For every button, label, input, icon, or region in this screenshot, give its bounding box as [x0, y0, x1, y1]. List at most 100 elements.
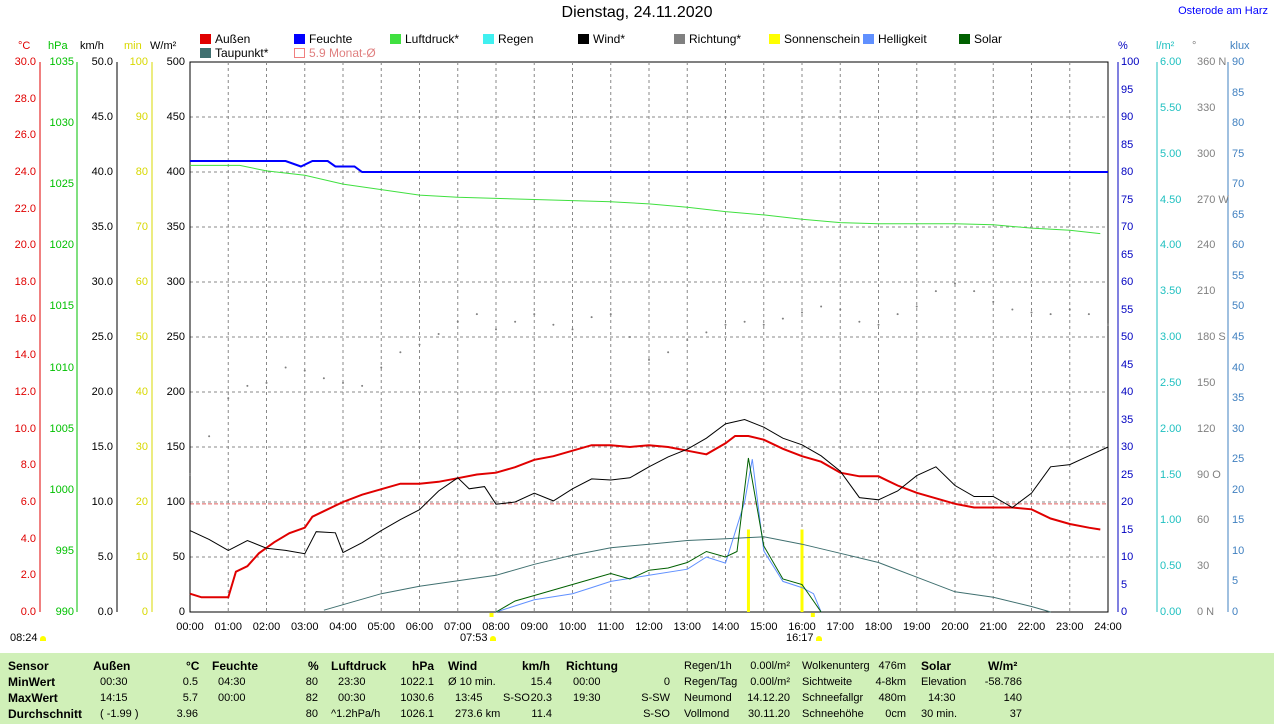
sun-tick: 80 — [135, 166, 148, 178]
stats-solar-30min: 37 — [1009, 708, 1022, 720]
stats-luftdruck-max: 1030.6 — [400, 692, 434, 704]
stats-luftdruck-head: Luftdruck — [331, 659, 387, 673]
rain-tick: 5.00 — [1160, 147, 1182, 160]
direction-point — [839, 308, 842, 311]
sun-tick: 60 — [135, 276, 148, 288]
sun-marker — [489, 613, 494, 617]
solar-tick: 350 — [166, 221, 185, 233]
series-taupunkt-line — [323, 536, 1051, 613]
x-tick: 24:00 — [1094, 621, 1122, 633]
stats-wind-max-dir: S-SO — [503, 692, 530, 704]
rain-tick: 0.00 — [1160, 606, 1182, 618]
direction-point — [1068, 308, 1071, 311]
direction-point — [399, 351, 402, 354]
solar-tick: 50 — [172, 551, 185, 563]
humidity-tick: 5 — [1121, 578, 1128, 591]
stats-richtung-head: Richtung — [566, 659, 618, 673]
pressure-tick: 990 — [55, 606, 74, 618]
sunset-label: 16:17 — [786, 632, 822, 644]
direction-point — [781, 317, 784, 320]
temp-tick: 6.0 — [20, 496, 36, 508]
humidity-tick: 20 — [1121, 496, 1134, 508]
humidity-tick: 35 — [1121, 413, 1134, 426]
direction-point — [227, 397, 230, 400]
station-link[interactable]: Osterode am Harz — [1178, 5, 1268, 17]
direction-point — [705, 331, 708, 334]
direction-point — [437, 332, 440, 335]
stats-feuchte-head: Feuchte — [212, 659, 259, 673]
legend-item: Feuchte — [294, 32, 352, 46]
legend-item: Regen — [483, 32, 533, 46]
x-tick: 00:00 — [176, 621, 204, 633]
direction-tick: 150 — [1197, 376, 1216, 389]
brightness-tick: 5 — [1232, 575, 1239, 588]
rain-tick: 3.00 — [1160, 331, 1182, 343]
sun-unit-label: min — [124, 40, 142, 52]
temp-tick: 16.0 — [14, 312, 36, 325]
direction-point — [189, 473, 191, 476]
legend-label: Luftdruck* — [405, 32, 460, 46]
pressure-tick: 1015 — [49, 300, 74, 313]
direction-tick: 360 N — [1197, 56, 1227, 68]
brightness-tick: 35 — [1232, 392, 1245, 405]
brightness-tick: 45 — [1232, 331, 1245, 343]
brightness-tick: 40 — [1232, 361, 1245, 374]
series-solar-line — [495, 457, 822, 613]
wind-tick: 50.0 — [91, 56, 113, 68]
pressure-tick: 1010 — [49, 361, 74, 374]
rain-tick: 6.00 — [1160, 56, 1182, 68]
series-wind-line — [189, 418, 1109, 555]
pressure-unit-label: hPa — [48, 40, 68, 52]
direction-point — [303, 369, 306, 372]
direction-point — [820, 305, 823, 308]
sun-tick: 30 — [135, 441, 148, 453]
direction-tick: 210 — [1197, 285, 1216, 298]
direction-point — [992, 300, 995, 303]
direction-point — [667, 351, 670, 354]
humidity-tick: 80 — [1121, 166, 1134, 178]
stats-luftdruck-min: 1022.1 — [400, 676, 434, 688]
direction-tick: 30 — [1197, 560, 1210, 573]
stats-row-max: MaxWert — [8, 691, 58, 705]
chart-area — [39, 61, 1229, 617]
x-tick: 09:00 — [520, 621, 549, 633]
stats-regen-label-3: Neumond — [684, 692, 732, 704]
x-tick: 01:00 — [214, 621, 243, 633]
solar-tick: 100 — [166, 496, 185, 508]
temp-unit-label: °C — [18, 40, 31, 52]
stats-luftdruck-trend: ^1.2hPa/h — [331, 708, 381, 720]
stats-sichtweite: 4-8km — [875, 676, 906, 688]
direction-tick: 270 W — [1197, 193, 1229, 206]
x-tick: 23:00 — [1055, 621, 1084, 633]
stats-richtung-min: 0 — [663, 676, 670, 688]
humidity-tick: 95 — [1121, 83, 1134, 96]
x-tick: 13:00 — [673, 621, 702, 633]
solar-unit-label: W/m² — [150, 40, 177, 52]
brightness-tick: 30 — [1232, 422, 1245, 435]
stats-schneefallgrenze: 480m — [878, 692, 906, 704]
temp-tick: 14.0 — [14, 349, 36, 362]
direction-point — [915, 305, 918, 308]
stats-wind-max: 20.3 — [530, 692, 552, 704]
direction-tick: 180 S — [1197, 331, 1226, 343]
rain-tick: 4.00 — [1160, 239, 1182, 252]
direction-point — [495, 328, 497, 331]
x-tick: 11:00 — [597, 621, 625, 633]
direction-point — [1087, 313, 1090, 316]
x-tick: 14:00 — [711, 621, 740, 633]
temp-tick: 24.0 — [14, 166, 36, 178]
direction-point — [896, 313, 899, 316]
x-tick: 05:00 — [367, 621, 396, 633]
rain-tick: 1.00 — [1160, 514, 1182, 527]
direction-point — [1030, 311, 1033, 314]
direction-point — [877, 323, 880, 326]
legend-item: Luftdruck* — [390, 32, 459, 46]
temp-tick: 28.0 — [14, 92, 36, 105]
x-tick: 17:00 — [826, 621, 855, 633]
solar-tick: 400 — [166, 166, 185, 178]
direction-point — [533, 313, 536, 316]
brightness-tick: 15 — [1232, 514, 1245, 527]
solar-tick: 200 — [166, 386, 185, 398]
temp-tick: 10.0 — [14, 422, 36, 435]
stats-regen-tag: 0.00l/m² — [750, 676, 790, 688]
